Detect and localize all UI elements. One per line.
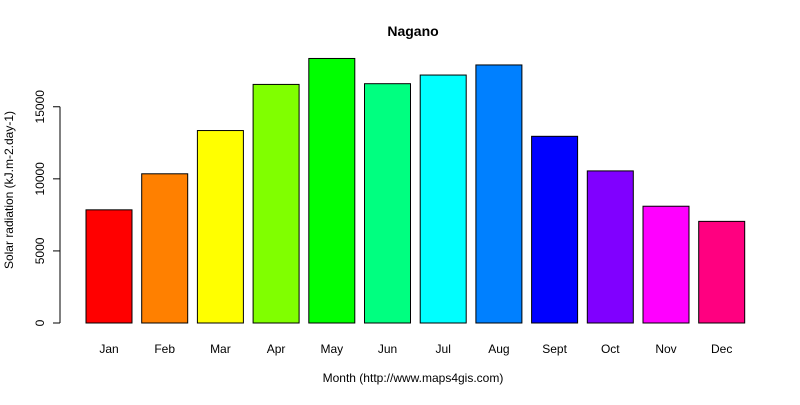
x-axis-label: Month (http://www.maps4gis.com) — [323, 371, 504, 385]
bar-oct — [586, 170, 634, 324]
y-tick-label: 0 — [33, 319, 47, 326]
bar-may — [308, 57, 356, 324]
bar-nov — [642, 205, 690, 324]
x-tick-label: Dec — [711, 342, 732, 356]
x-tick-label: Sept — [542, 342, 567, 356]
y-axis-label: Solar radiation (kJ.m-2.day-1) — [2, 111, 16, 269]
x-tick-labels: Jan Feb Mar Apr May Jun Jul Aug Sept Oct Nov Dec — [99, 342, 732, 356]
bar-dec — [698, 220, 746, 324]
bar-apr — [252, 83, 300, 324]
x-tick-label: Jul — [436, 342, 451, 356]
x-tick-label: Nov — [655, 342, 676, 356]
bar-aug — [475, 64, 523, 324]
y-tick-label: 15000 — [33, 90, 47, 124]
y-axis: 0 5000 10000 15000 — [33, 90, 61, 326]
bars-group — [85, 57, 746, 324]
x-tick-label: Mar — [210, 342, 231, 356]
x-tick-label: Aug — [488, 342, 509, 356]
bar-jan — [85, 209, 133, 324]
x-tick-label: Jan — [99, 342, 118, 356]
y-tick-label: 10000 — [33, 162, 47, 196]
bar-feb — [141, 173, 189, 324]
y-tick-label: 5000 — [33, 237, 47, 264]
x-tick-label: Oct — [601, 342, 620, 356]
chart-title: Nagano — [387, 23, 438, 39]
x-tick-label: Apr — [267, 342, 286, 356]
bar-jul — [419, 74, 467, 324]
bar-mar — [196, 130, 244, 324]
x-tick-label: May — [320, 342, 343, 356]
bar-sept — [531, 135, 579, 324]
x-tick-label: Jun — [378, 342, 397, 356]
x-tick-label: Feb — [154, 342, 175, 356]
bar-jun — [364, 83, 411, 324]
